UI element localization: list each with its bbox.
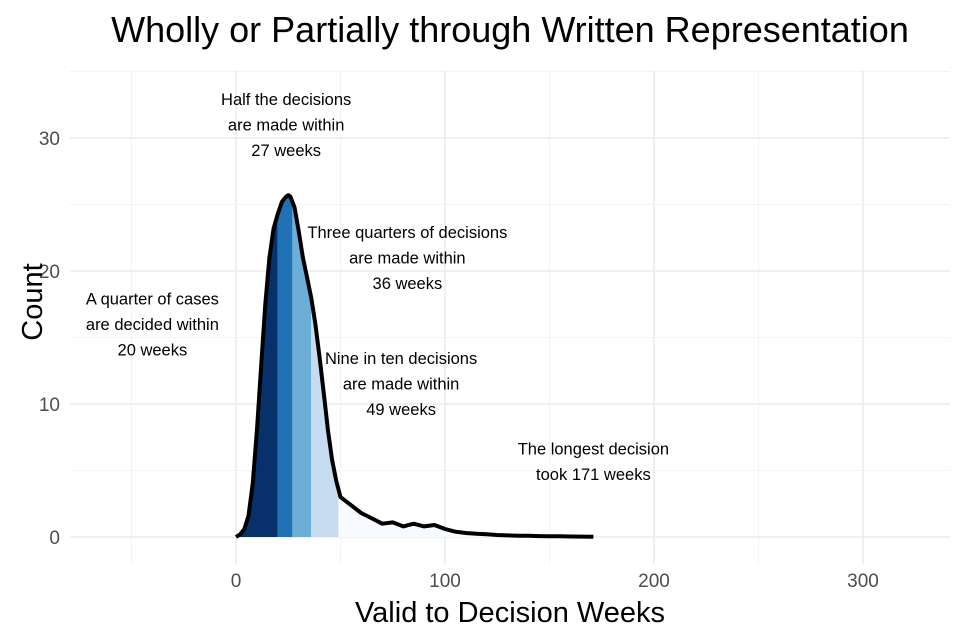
annotations: A quarter of cases are decided within 20 w… xyxy=(86,91,669,484)
y-tick-label: 30 xyxy=(39,129,60,150)
y-tick-label: 0 xyxy=(49,528,60,549)
x-axis-title: Valid to Decision Weeks xyxy=(355,597,665,629)
annotation-line: 49 weeks xyxy=(366,401,436,419)
y-tick-label: 10 xyxy=(39,395,60,416)
quantile-area-three-quarters xyxy=(292,201,312,538)
y-tick-label: 20 xyxy=(39,262,60,283)
annotation-line: took 171 weeks xyxy=(536,466,651,484)
annotation-line: 36 weeks xyxy=(373,275,443,293)
annotation-half: Half the decisions are made within 27 week… xyxy=(221,91,351,160)
y-axis-title: Count xyxy=(17,263,49,340)
density-curve xyxy=(234,193,594,539)
quantile-area-max xyxy=(338,489,594,537)
annotation-line: Half the decisions xyxy=(221,91,351,109)
annotation-three-quarters: Three quarters of decisions are made with… xyxy=(307,224,507,293)
x-tick-label: 100 xyxy=(429,571,461,592)
annotation-line: 20 weeks xyxy=(118,341,188,359)
chart-title: Wholly or Partially through Written Repr… xyxy=(111,9,909,50)
annotation-nine-in-ten: Nine in ten decisions are made within 49 w… xyxy=(325,350,477,419)
annotation-line: are made within xyxy=(228,116,344,134)
quantile-area-half xyxy=(277,195,293,537)
annotation-line: A quarter of cases xyxy=(86,290,219,308)
annotation-quarter: A quarter of cases are decided within 20 w… xyxy=(86,290,219,359)
annotation-line: Three quarters of decisions xyxy=(307,224,507,242)
quantile-area-quarter xyxy=(236,213,278,538)
y-axis-ticks: 0 10 20 30 xyxy=(39,129,60,549)
x-axis-ticks: 0 100 200 300 xyxy=(231,571,879,592)
x-tick-label: 0 xyxy=(231,571,242,592)
annotation-line: 27 weeks xyxy=(251,142,321,160)
annotation-line: are made within xyxy=(343,376,459,394)
annotation-line: The longest decision xyxy=(518,441,669,459)
annotation-line: are made within xyxy=(349,249,465,267)
annotation-line: Nine in ten decisions xyxy=(325,350,477,368)
x-tick-label: 200 xyxy=(638,571,670,592)
annotation-longest: The longest decision took 171 weeks xyxy=(518,441,669,485)
x-tick-label: 300 xyxy=(847,571,879,592)
annotation-line: are decided within xyxy=(86,316,219,334)
